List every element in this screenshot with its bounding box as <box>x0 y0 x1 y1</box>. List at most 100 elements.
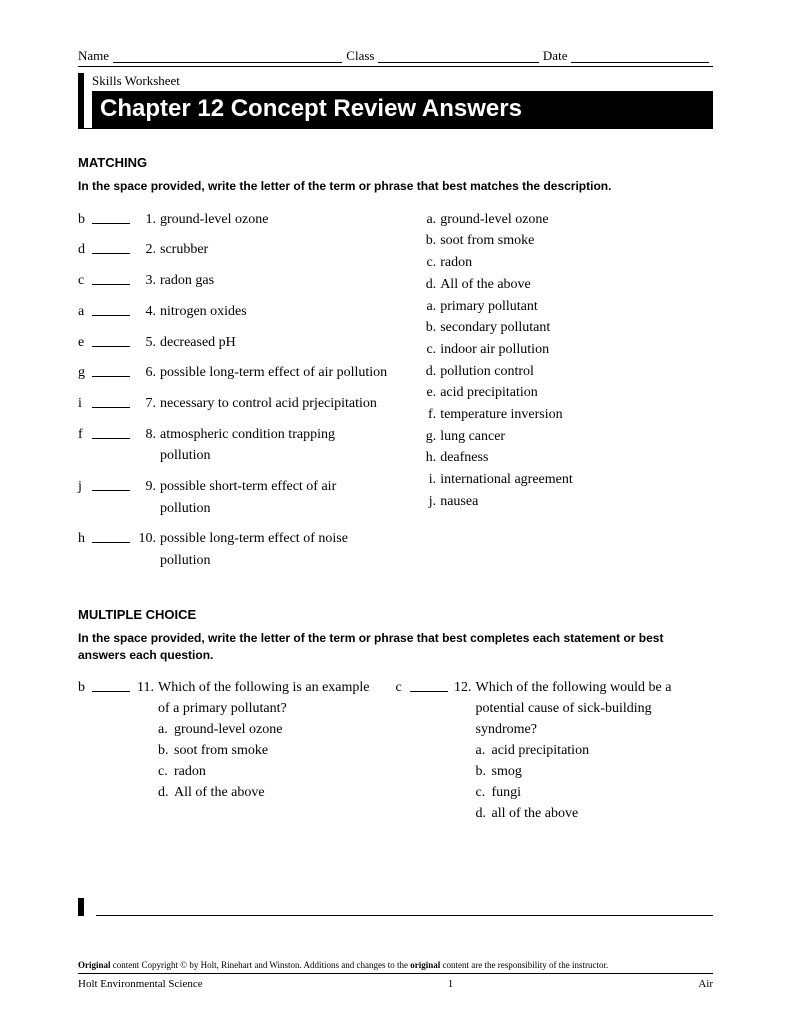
q12-blank[interactable] <box>410 677 448 692</box>
choice-letter: d. <box>158 782 174 803</box>
match-number: 9. <box>136 476 160 519</box>
match-answer: c <box>78 270 92 292</box>
match-blank[interactable] <box>92 270 130 285</box>
matching-item: d2.scrubber <box>78 239 408 261</box>
choice-letter: a. <box>476 740 492 761</box>
match-blank[interactable] <box>92 393 130 408</box>
matching-option: e.acid precipitation <box>418 382 723 404</box>
class-blank[interactable] <box>378 50 538 63</box>
matching-item: g6.possible long-term effect of air poll… <box>78 362 408 384</box>
choice-text: fungi <box>492 782 522 803</box>
matching-item: c3.radon gas <box>78 270 408 292</box>
match-number: 4. <box>136 301 160 323</box>
q11-stem: Which of the following is an example of … <box>158 677 378 719</box>
q11-choice: c.radon <box>158 761 378 782</box>
mc-q11: b 11. Which of the following is an examp… <box>78 677 396 824</box>
match-blank[interactable] <box>92 362 130 377</box>
option-text: All of the above <box>440 274 723 296</box>
student-info-header: Name Class Date <box>78 48 713 67</box>
worksheet-page: Name Class Date Skills Worksheet Chapter… <box>0 0 791 1024</box>
title-block: Skills Worksheet Chapter 12 Concept Revi… <box>78 73 713 128</box>
choice-letter: c. <box>158 761 174 782</box>
matching-option: b.secondary pollutant <box>418 317 723 339</box>
option-text: acid precipitation <box>440 382 723 404</box>
choice-text: acid precipitation <box>492 740 590 761</box>
option-letter: b. <box>418 317 440 339</box>
matching-option: c.radon <box>418 252 723 274</box>
option-text: lung cancer <box>440 426 723 448</box>
page-footer: Holt Environmental Science 1 Air <box>78 978 713 990</box>
option-text: ground-level ozone <box>440 209 723 231</box>
match-text: possible short-term effect of air pollut… <box>160 476 408 519</box>
matching-item: j 9.possible short-term effect of air pol… <box>78 476 408 519</box>
option-text: primary pollutant <box>440 296 723 318</box>
q12-choice: d.all of the above <box>476 803 696 824</box>
mc-section: b 11. Which of the following is an examp… <box>78 677 713 824</box>
match-blank[interactable] <box>92 332 130 347</box>
match-blank[interactable] <box>92 528 130 543</box>
skills-worksheet-label: Skills Worksheet <box>92 73 713 89</box>
option-letter: f. <box>418 404 440 426</box>
mc-heading: MULTIPLE CHOICE <box>78 607 713 622</box>
q12-choice: b.smog <box>476 761 696 782</box>
match-answer: i <box>78 393 92 415</box>
matching-option: d.All of the above <box>418 274 723 296</box>
matching-section: b1.ground-level ozoned2.scrubberc3.radon… <box>78 209 713 581</box>
option-letter: i. <box>418 469 440 491</box>
match-answer: j <box>78 476 92 519</box>
date-blank[interactable] <box>571 50 709 63</box>
choice-text: ground-level ozone <box>174 719 282 740</box>
option-letter: c. <box>418 339 440 361</box>
match-number: 5. <box>136 332 160 354</box>
mc-q12: c 12. Which of the following would be a … <box>396 677 714 824</box>
match-blank[interactable] <box>92 209 130 224</box>
choice-text: radon <box>174 761 206 782</box>
option-letter: a. <box>418 296 440 318</box>
option-letter: d. <box>418 361 440 383</box>
matching-option: b.soot from smoke <box>418 230 723 252</box>
q12-choice: c.fungi <box>476 782 696 803</box>
mc-instructions: In the space provided, write the letter … <box>78 630 713 664</box>
option-letter: c. <box>418 252 440 274</box>
option-text: pollution control <box>440 361 723 383</box>
matching-heading: MATCHING <box>78 155 713 170</box>
q12-choice: a.acid precipitation <box>476 740 696 761</box>
matching-item: f8.atmospheric condition trapping pollut… <box>78 424 408 467</box>
match-number: 1. <box>136 209 160 231</box>
option-text: nausea <box>440 491 723 513</box>
match-text: possible long-term effect of air polluti… <box>160 362 408 384</box>
footer-right: Air <box>698 978 713 990</box>
choice-text: All of the above <box>174 782 265 803</box>
copyright-text-1: content Copyright © by Holt, Rinehart an… <box>111 960 411 970</box>
option-text: temperature inversion <box>440 404 723 426</box>
choice-letter: b. <box>476 761 492 782</box>
match-text: possible long-term effect of noise pollu… <box>160 528 408 571</box>
name-blank[interactable] <box>113 50 342 63</box>
q12-stem: Which of the following would be a potent… <box>476 677 696 740</box>
option-text: deafness <box>440 447 723 469</box>
match-number: 8. <box>136 424 160 467</box>
title-underline <box>78 128 713 129</box>
class-label: Class <box>346 48 374 64</box>
option-text: radon <box>440 252 723 274</box>
match-number: 2. <box>136 239 160 261</box>
option-letter: j. <box>418 491 440 513</box>
matching-item: a4.nitrogen oxides <box>78 301 408 323</box>
match-blank[interactable] <box>92 476 130 491</box>
match-blank[interactable] <box>92 239 130 254</box>
matching-option: a.primary pollutant <box>418 296 723 318</box>
name-label: Name <box>78 48 109 64</box>
match-blank[interactable] <box>92 424 130 439</box>
match-answer: b <box>78 209 92 231</box>
match-blank[interactable] <box>92 301 130 316</box>
choice-letter: a. <box>158 719 174 740</box>
copyright-text-2: content are the responsibility of the in… <box>440 960 608 970</box>
copyright-original-2: original <box>410 960 440 970</box>
choice-letter: c. <box>476 782 492 803</box>
q11-blank[interactable] <box>92 677 130 692</box>
match-text: ground-level ozone <box>160 209 408 231</box>
match-answer: d <box>78 239 92 261</box>
match-number: 3. <box>136 270 160 292</box>
date-label: Date <box>543 48 568 64</box>
matching-instructions: In the space provided, write the letter … <box>78 178 713 195</box>
